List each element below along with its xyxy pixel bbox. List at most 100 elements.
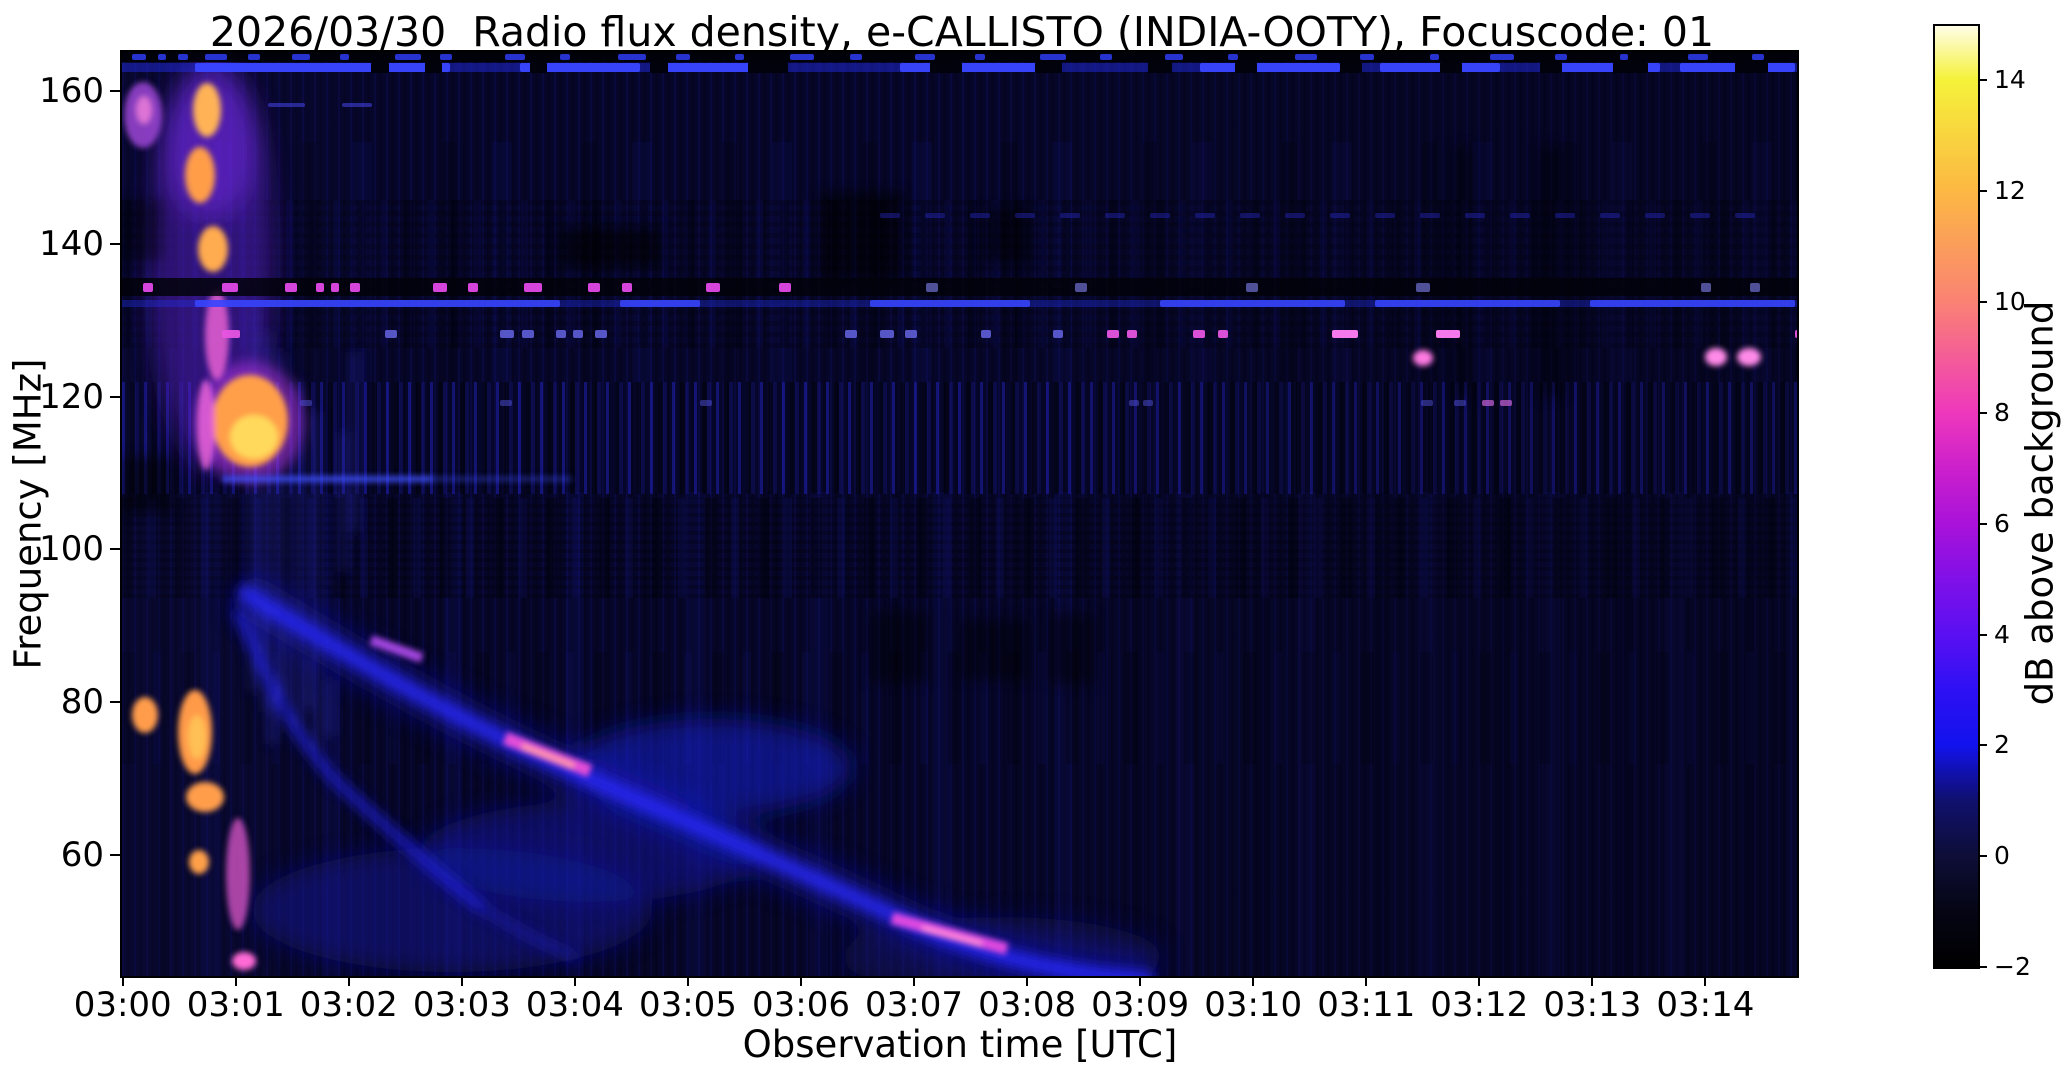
colorbar-tick-label: 10 <box>1994 286 2026 316</box>
rfi-119-line-dash <box>1421 400 1433 406</box>
y-tick <box>110 854 122 856</box>
rfi-134-channel-dash <box>622 283 632 292</box>
y-tick <box>110 548 122 551</box>
x-tick-label: 03:14 <box>1656 985 1755 1025</box>
x-tick <box>1365 976 1368 986</box>
band-edge-163-black-dash <box>505 54 525 60</box>
rfi-134-channel-dash <box>706 283 720 292</box>
band-edge-163-black-dash <box>1752 54 1764 60</box>
rfi-128-line-dash <box>556 330 566 338</box>
rfi-128-line-dash <box>905 330 917 338</box>
colorbar-tick-label: 6 <box>1994 508 2010 538</box>
rfi-128-line-dash <box>500 330 514 338</box>
band-edge-163-line-dash <box>1440 62 1462 73</box>
colorbar-tick <box>1978 189 1987 192</box>
x-tick <box>800 976 802 986</box>
broken-line-143-dash <box>1240 213 1260 218</box>
colorbar-tick <box>1978 522 1987 525</box>
rfi-134-channel-dash <box>350 283 360 292</box>
band-edge-163-black-dash <box>178 54 188 60</box>
x-tick-label: 03:05 <box>638 985 737 1025</box>
band-edge-163-line-dash <box>1613 62 1648 73</box>
band-edge-163-line-dash <box>650 62 668 73</box>
x-tick <box>913 976 916 986</box>
rfi-128-line-dash <box>1795 330 1797 338</box>
band-edge-163-line-dash <box>1340 62 1362 73</box>
rfi-132-line-dash <box>1375 300 1560 307</box>
x-tick-label: 03:10 <box>1204 985 1303 1025</box>
rfi-134-channel-dash <box>779 283 791 292</box>
band-edge-163-line-dash <box>660 63 780 72</box>
broken-line-143-dash <box>1015 213 1035 218</box>
rfi-128-line-dash <box>595 330 607 338</box>
rfi-119-line-dash <box>1129 400 1139 406</box>
band-edge-163-black-dash <box>248 54 260 60</box>
colorbar <box>1935 26 1978 967</box>
colorbar-tick-label: 14 <box>1994 65 2026 94</box>
x-tick <box>573 976 576 986</box>
rfi-132-line-dash <box>870 300 1030 307</box>
rfi-119-line-dash <box>700 400 712 406</box>
rfi-128-line-dash <box>1127 330 1137 338</box>
rfi-134-channel-dash <box>1075 283 1087 292</box>
rfi-134-channel-base <box>122 278 1797 296</box>
rfi-119-line-dash <box>1454 400 1466 406</box>
y-tick-label: 80 <box>60 682 104 723</box>
y-tick <box>110 90 122 92</box>
colorbar-tick <box>1978 744 1987 747</box>
rfi-134-channel-dash <box>1416 283 1430 292</box>
colorbar-tick <box>1978 633 1987 636</box>
figure-title: 2026/03/30 Radio flux density, e-CALLIST… <box>209 8 1715 56</box>
rfi-134-channel-dash <box>316 283 324 292</box>
band-edge-163-black-dash <box>915 54 935 60</box>
x-tick-label: 03:13 <box>1543 985 1642 1025</box>
rfi-119-line-dash <box>1143 400 1153 406</box>
band-edge-163-line-dash <box>1735 62 1768 73</box>
type2-lane-secondary <box>232 607 486 913</box>
faint-160-dash <box>268 103 305 107</box>
spectrogram-scintillation-band <box>122 382 1797 494</box>
spectrogram-mottle-mid <box>122 498 1797 598</box>
band-edge-163-black-dash <box>1228 54 1238 60</box>
spectrogram-fine-striping <box>122 52 1797 976</box>
rfi-132-line-dash <box>1160 300 1345 307</box>
y-tick-label: 120 <box>39 376 104 417</box>
x-tick-label: 03:09 <box>1091 985 1190 1025</box>
rfi-134-channel-dash <box>1246 283 1258 292</box>
band-edge-163-black-dash <box>158 54 166 60</box>
band-edge-163-black-dash <box>1100 54 1112 60</box>
broken-line-143-dash <box>925 213 945 218</box>
x-tick <box>234 976 237 986</box>
spectrogram-side-shading <box>122 52 1797 976</box>
rfi-134-channel-dash <box>926 283 938 292</box>
rfi-134-channel-dash <box>524 283 542 292</box>
x-tick <box>1591 976 1594 986</box>
y-tick <box>110 701 122 704</box>
band-edge-163-black-dash <box>850 54 862 60</box>
x-tick-label: 03:01 <box>186 985 285 1025</box>
band-edge-163-line-dash <box>530 62 547 73</box>
broken-line-143-dash <box>1690 213 1710 218</box>
band-edge-163-black-dash <box>1430 54 1439 60</box>
x-tick <box>1252 976 1255 986</box>
y-tick <box>110 395 122 398</box>
x-tick <box>121 976 124 986</box>
rfi-119-line-dash <box>1500 400 1512 406</box>
broken-line-143-dash <box>1285 213 1305 218</box>
band-edge-163-line-dash <box>425 62 442 73</box>
rfi-lines-layer <box>122 52 1797 976</box>
band-edge-163-black-dash <box>560 54 570 60</box>
band-edge-163-black-dash <box>132 54 146 60</box>
x-tick-label: 03:03 <box>412 985 511 1025</box>
band-edge-163-black-dash <box>440 54 452 60</box>
broken-line-143-dash <box>1330 213 1350 218</box>
rfi-134-channel-dash <box>331 283 339 292</box>
rfi-134-channel-dash <box>468 283 478 292</box>
broken-line-143-dash <box>1150 213 1170 218</box>
colorbar-tick-label: −2 <box>1994 952 2031 982</box>
rfi-134-channel-dash <box>1701 283 1711 292</box>
rfi-134-channel-dash <box>433 283 447 292</box>
rfi-134-channel-dash <box>1750 283 1760 292</box>
rfi-128-line-dash <box>1053 330 1063 338</box>
